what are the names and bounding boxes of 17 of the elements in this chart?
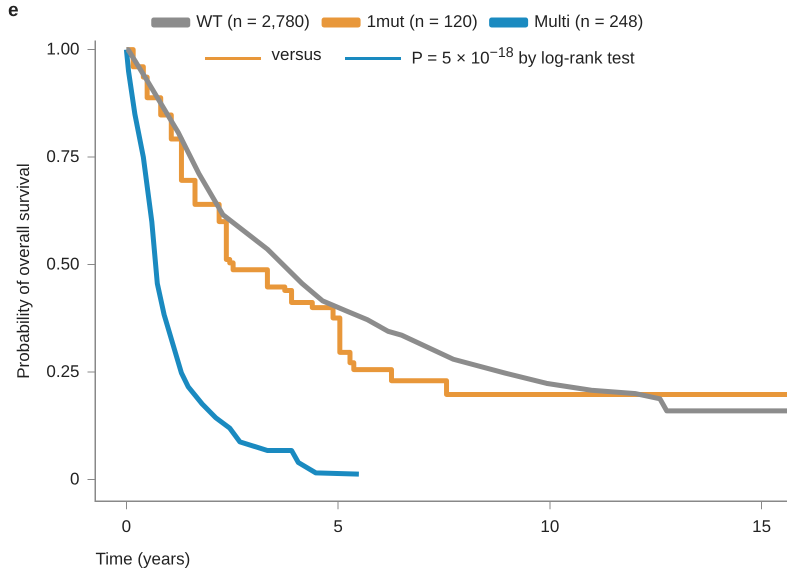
annotation: versus — [271, 45, 322, 65]
legend-label: 1mut (n = 120) — [366, 12, 478, 32]
x-tick-label: 5 — [333, 517, 343, 536]
annotation: P = 5 × 10$^{−18}$ by log-rank test — [411, 45, 635, 69]
x-axis-title: Time (years) — [95, 549, 190, 568]
x-tick-label: 10 — [540, 517, 560, 536]
y-tick-label: 1.00 — [46, 39, 80, 58]
y-tick-label: 0.50 — [46, 254, 80, 274]
x-tick-label: 0 — [122, 517, 132, 536]
y-tick-label: 0.75 — [46, 146, 80, 166]
x-tick-label: 15 — [752, 517, 772, 536]
legend-label: Multi (n = 248) — [534, 12, 644, 32]
y-axis-title: Probability of overall survival — [14, 163, 33, 379]
text: e — [8, 0, 19, 22]
y-tick-label: 0.25 — [46, 362, 80, 381]
legend-label: WT (n = 2,780) — [196, 12, 310, 32]
y-tick-label: 0 — [70, 469, 80, 488]
